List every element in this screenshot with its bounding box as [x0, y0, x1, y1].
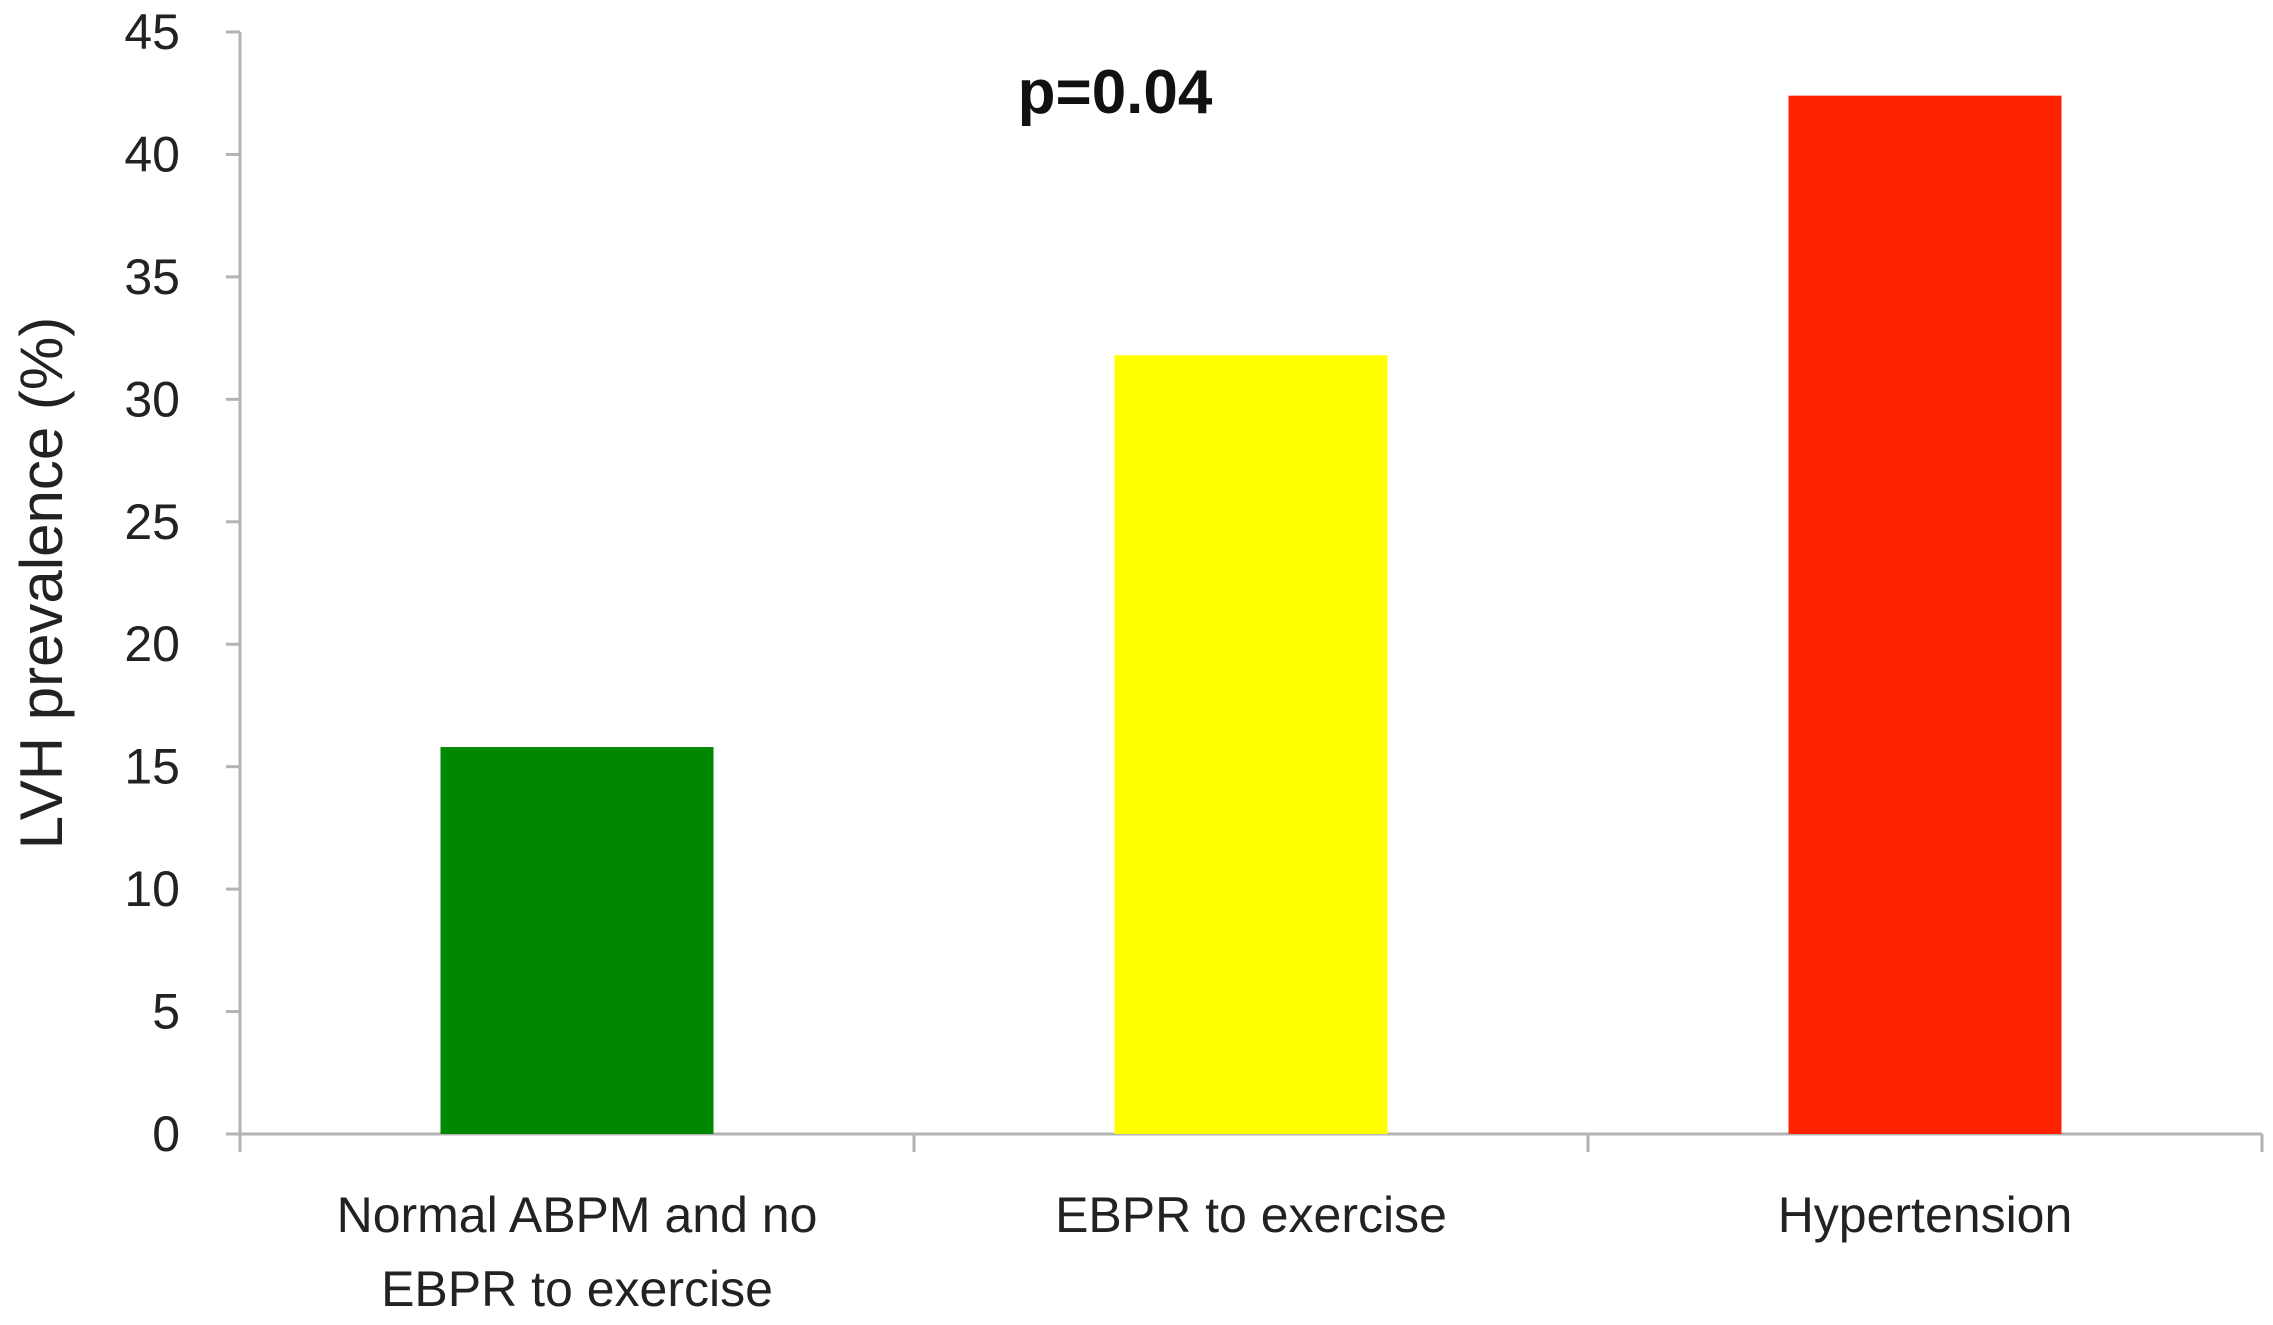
y-tick-label: 25: [124, 494, 180, 550]
x-tick-label: EBPR to exercise: [1055, 1187, 1447, 1243]
x-tick-label: EBPR to exercise: [381, 1261, 773, 1317]
p-value-annotation: p=0.04: [1018, 58, 1213, 127]
bar: [440, 747, 714, 1134]
y-tick-label: 35: [124, 249, 180, 305]
y-tick-label: 10: [124, 861, 180, 917]
y-tick-label: 0: [152, 1106, 180, 1162]
y-axis-title: LVH prevalence (%): [8, 317, 75, 849]
bars-group: [440, 95, 2062, 1135]
x-tick-label: Hypertension: [1778, 1187, 2073, 1243]
bar: [1788, 95, 2062, 1134]
text-group: 0 5 10 15 20 25 30 35 40 45 Normal ABPM and no EBPR…: [8, 4, 2072, 1317]
y-tick-label: 40: [124, 126, 180, 182]
y-tick-label: 30: [124, 371, 180, 427]
y-tick-label: 20: [124, 616, 180, 672]
x-tick-label: Normal ABPM and no: [337, 1187, 818, 1243]
y-tick-label: 5: [152, 984, 180, 1040]
bar: [1114, 355, 1388, 1135]
y-tick-label: 45: [124, 4, 180, 60]
y-tick-label: 15: [124, 739, 180, 795]
